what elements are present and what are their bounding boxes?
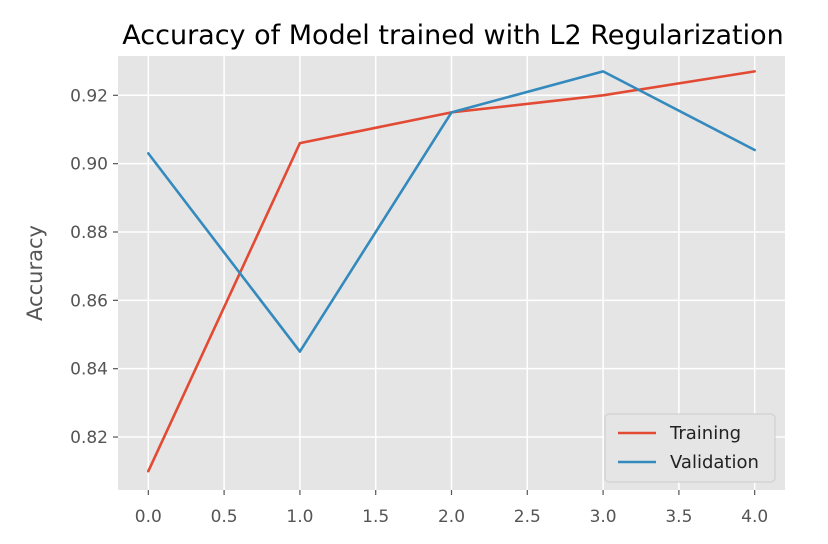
chart-title: Accuracy of Model trained with L2 Regula… xyxy=(122,20,783,51)
y-tick-label: 0.92 xyxy=(70,86,108,106)
legend-box xyxy=(604,413,776,483)
x-tick-label: 1.5 xyxy=(362,507,389,527)
x-tick-label: 0.0 xyxy=(135,507,162,527)
legend-label-training: Training xyxy=(669,423,741,444)
y-tick-label: 0.90 xyxy=(70,155,108,175)
x-tick-label: 4.0 xyxy=(741,507,768,527)
y-tick-label: 0.84 xyxy=(70,360,108,380)
y-tick-label: 0.88 xyxy=(70,223,108,243)
x-tick-label: 2.5 xyxy=(514,507,541,527)
x-tick-label: 0.5 xyxy=(211,507,238,527)
data-series xyxy=(147,70,756,473)
y-tick-labels: 0.82 0.84 0.86 0.88 0.90 0.92 xyxy=(70,86,118,448)
x-tick-label: 3.0 xyxy=(590,507,617,527)
y-axis-label: Accuracy xyxy=(23,225,47,321)
y-tick-label: 0.82 xyxy=(70,428,108,448)
x-tick-label: 2.0 xyxy=(438,507,465,527)
x-tick-labels: 0.0 0.5 1.0 1.5 2.0 2.5 3.0 3.5 4.0 xyxy=(135,490,768,527)
x-tick-label: 1.0 xyxy=(286,507,313,527)
x-tick-label: 3.5 xyxy=(665,507,692,527)
series-line-validation xyxy=(147,70,756,353)
legend: Training Validation xyxy=(604,413,776,483)
legend-items: Training Validation xyxy=(618,423,759,473)
y-tick-label: 0.86 xyxy=(70,291,108,311)
legend-label-validation: Validation xyxy=(670,452,759,473)
